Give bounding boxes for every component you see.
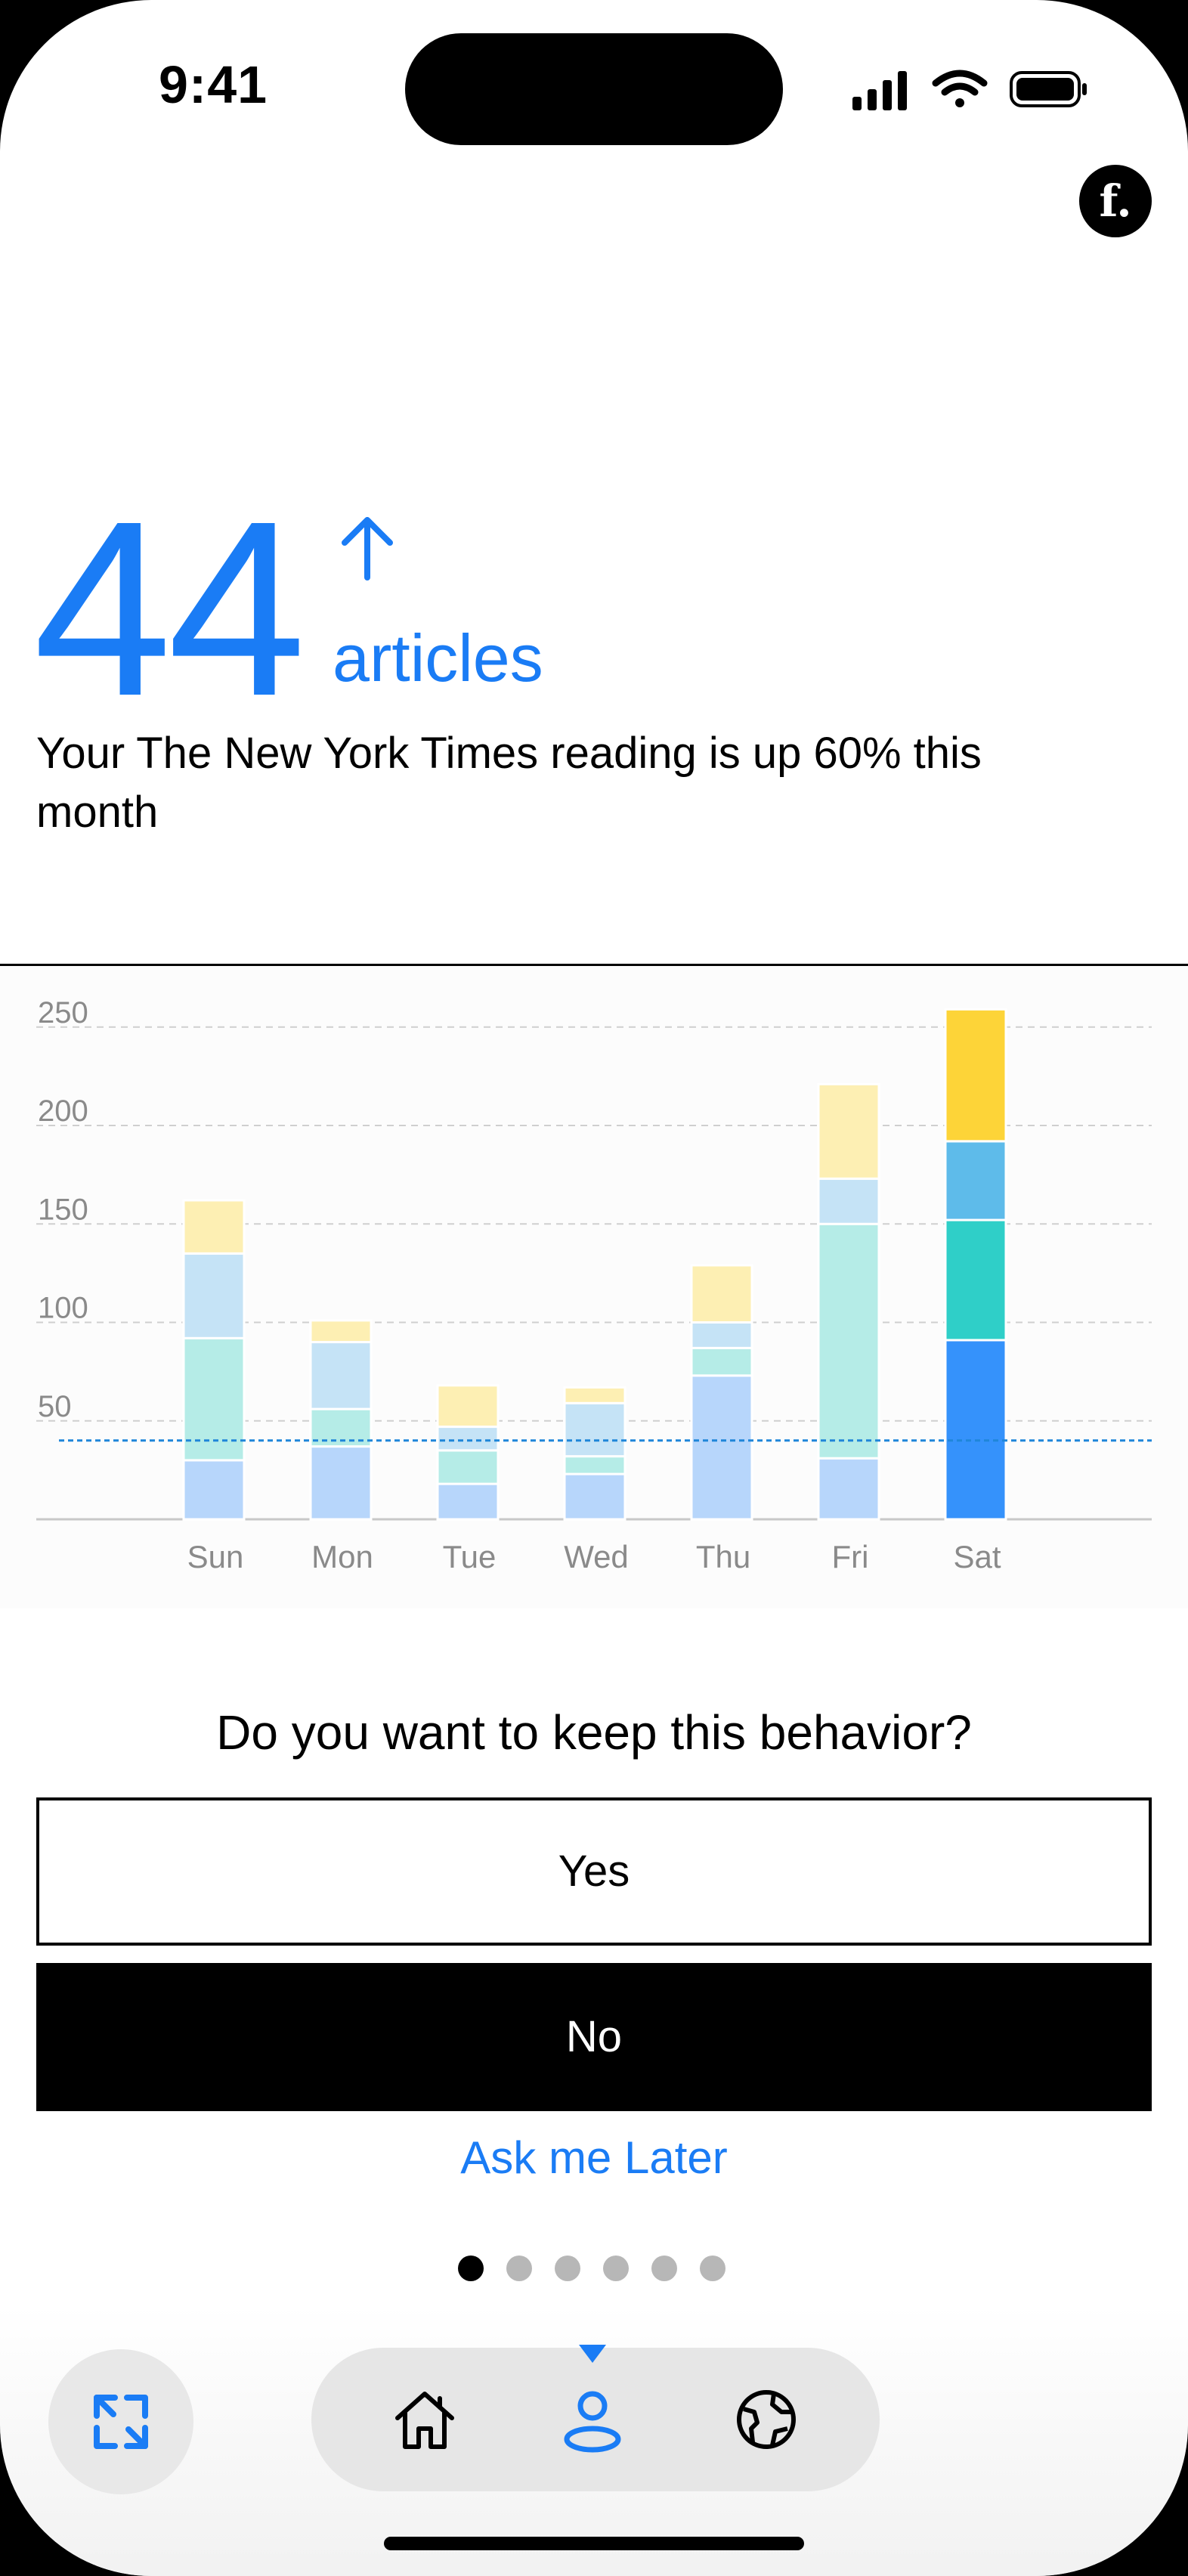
bar-segment <box>182 1336 246 1462</box>
bar-segment <box>309 1341 373 1410</box>
sync-button[interactable] <box>48 2349 193 2494</box>
bar-segment <box>944 1140 1007 1221</box>
chart-svg: 50 100 150 200 250 Sun Mon Tue Wed Thu Fri Sat <box>36 996 1152 1574</box>
x-tick-label: Tue <box>443 1539 497 1574</box>
bar-segment <box>182 1459 246 1521</box>
page-indicator[interactable] <box>458 2256 745 2281</box>
y-tick-label: 150 <box>38 1193 88 1226</box>
bar-segment <box>182 1199 246 1255</box>
section-divider <box>0 964 1188 966</box>
count-unit: articles <box>333 621 543 695</box>
bar-segment <box>944 1008 1007 1143</box>
x-tick-label: Fri <box>832 1539 869 1574</box>
page-dot[interactable] <box>700 2256 725 2281</box>
brand-logo[interactable]: f. <box>1079 165 1152 237</box>
no-button[interactable]: No <box>36 1963 1152 2111</box>
bar-segment <box>690 1321 753 1349</box>
tab-bar <box>311 2345 880 2491</box>
trend-up-arrow-icon <box>342 517 393 581</box>
bar-segment <box>817 1082 880 1180</box>
bar-segment <box>563 1472 626 1521</box>
bar-segment <box>817 1177 880 1225</box>
y-tick-label: 250 <box>38 996 88 1029</box>
bar-segment <box>436 1426 500 1452</box>
y-tick-label: 100 <box>38 1292 88 1325</box>
x-tick-label: Thu <box>696 1539 750 1574</box>
article-count: 44 <box>33 469 306 748</box>
person-icon[interactable] <box>555 2382 630 2457</box>
bar-segment <box>436 1384 500 1429</box>
sync-arrows-icon <box>94 2395 148 2449</box>
ask-later-link[interactable]: Ask me Later <box>460 2132 728 2183</box>
bar-segment <box>817 1457 880 1521</box>
bar-segment <box>944 1218 1007 1342</box>
bar-segment <box>436 1482 500 1521</box>
bar-segment <box>182 1252 246 1339</box>
page-dot[interactable] <box>651 2256 677 2281</box>
active-tab-marker <box>579 2345 606 2363</box>
weekly-reading-chart: 50 100 150 200 250 Sun Mon Tue Wed Thu Fri Sat <box>0 966 1188 1608</box>
home-indicator <box>384 2537 804 2550</box>
page-dot[interactable] <box>506 2256 532 2281</box>
reading-summary: Your The New York Times reading is up 60… <box>36 729 982 837</box>
x-tick-label: Wed <box>564 1539 629 1574</box>
status-icons <box>852 70 1087 110</box>
bar-segment <box>817 1222 880 1460</box>
wifi-icon <box>932 70 988 107</box>
yes-button[interactable]: Yes <box>36 1797 1152 1946</box>
x-tick-label: Sun <box>187 1539 244 1574</box>
y-tick-label: 50 <box>38 1390 72 1423</box>
dynamic-island <box>405 33 783 145</box>
globe-icon[interactable] <box>729 2382 804 2457</box>
page-dot[interactable] <box>603 2256 629 2281</box>
bar-segment <box>944 1339 1007 1521</box>
bar-segment <box>309 1319 373 1344</box>
bar-segment <box>309 1445 373 1521</box>
bar-segment <box>563 1386 626 1404</box>
bar-segment <box>690 1374 753 1521</box>
page-dot[interactable] <box>555 2256 580 2281</box>
bar-segment <box>690 1264 753 1324</box>
bar-segment <box>563 1455 626 1475</box>
y-tick-label: 200 <box>38 1094 88 1128</box>
bar-segment <box>690 1346 753 1377</box>
x-tick-label: Mon <box>311 1539 373 1574</box>
signal-icon <box>852 71 907 110</box>
battery-icon <box>1010 71 1087 107</box>
bar-segment <box>563 1401 626 1458</box>
x-tick-label: Sat <box>953 1539 1001 1574</box>
house-icon[interactable] <box>387 2382 463 2457</box>
bar-segment <box>436 1449 500 1485</box>
prompt-question: Do you want to keep this behavior? <box>216 1705 972 1760</box>
page-dot[interactable] <box>458 2256 484 2281</box>
status-time: 9:41 <box>159 55 268 114</box>
